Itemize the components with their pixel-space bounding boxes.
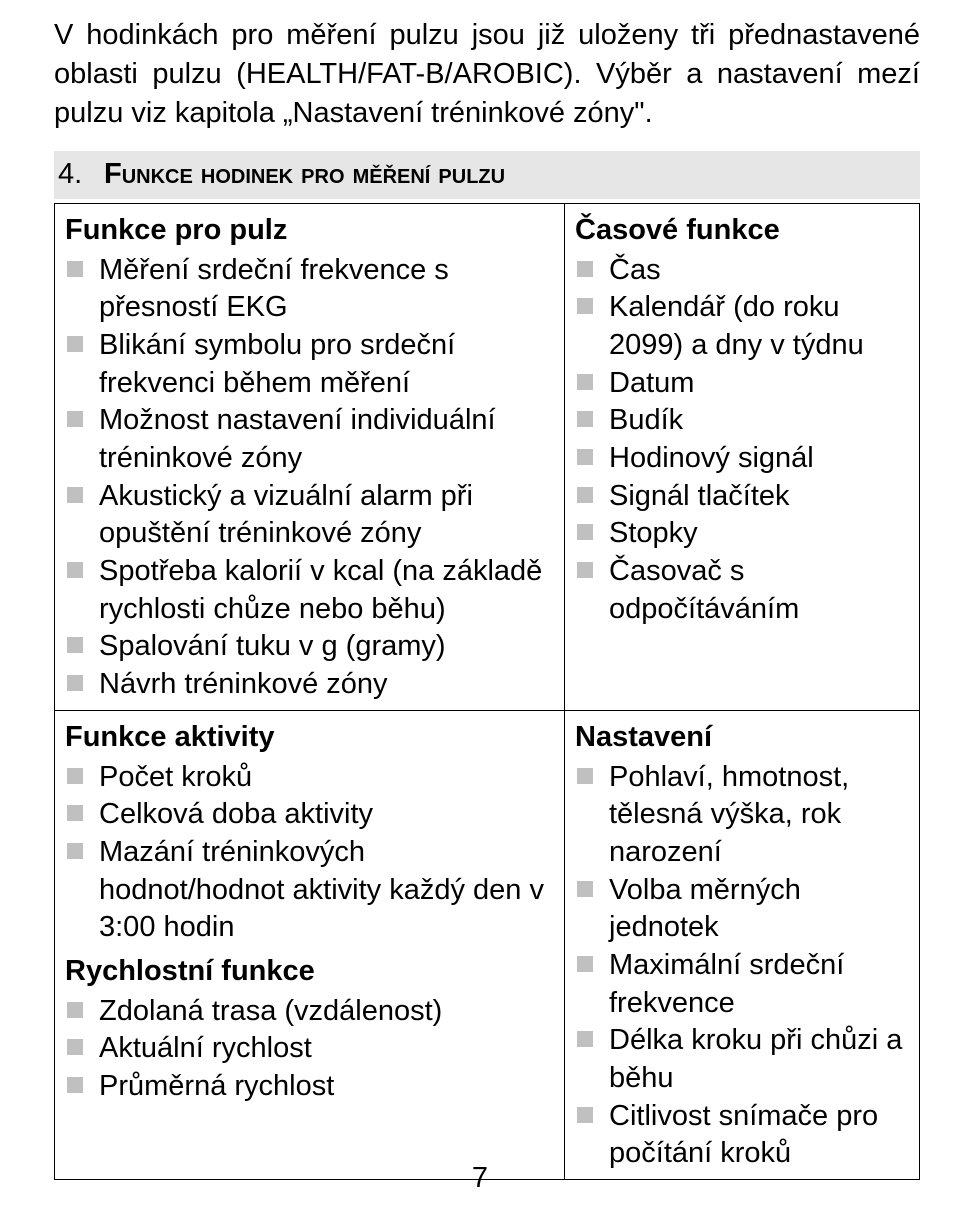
intro-paragraph: V hodinkách pro měření pulzu jsou již ul… bbox=[54, 16, 920, 133]
title-casove-funkce: Časové funkce bbox=[575, 212, 909, 250]
list-item: Zdolaná trasa (vzdálenost) bbox=[65, 993, 554, 1031]
cell-aktivity-rychlost: Funkce aktivity Počet kroků Celková doba… bbox=[55, 710, 565, 1179]
list-item: Hodinový signál bbox=[575, 440, 909, 478]
page-number: 7 bbox=[0, 1162, 960, 1195]
cell-casove-funkce: Časové funkce Čas Kalendář (do roku 2099… bbox=[565, 203, 920, 710]
list-item: Signál tlačítek bbox=[575, 478, 909, 516]
list-item: Celková doba aktivity bbox=[65, 796, 554, 834]
list-item: Návrh tréninkové zóny bbox=[65, 666, 554, 704]
list-funkce-aktivity: Počet kroků Celková doba aktivity Mazání… bbox=[65, 759, 554, 947]
section-number: 4. bbox=[54, 153, 104, 197]
list-item: Možnost nastavení individuální tréninkov… bbox=[65, 402, 554, 477]
list-item: Datum bbox=[575, 365, 909, 403]
list-item: Akustický a vizuální alarm při opuštění … bbox=[65, 478, 554, 553]
list-item: Aktuální rychlost bbox=[65, 1030, 554, 1068]
list-item: Stopky bbox=[575, 515, 909, 553]
title-funkce-aktivity: Funkce aktivity bbox=[65, 719, 554, 757]
list-item: Čas bbox=[575, 252, 909, 290]
list-item: Měření srdeční frekvence s přesností EKG bbox=[65, 252, 554, 327]
section-heading: 4.Funkce hodinek pro měření pulzu bbox=[54, 151, 920, 199]
list-item: Maximální srdeční frekvence bbox=[575, 947, 909, 1022]
list-item: Kalendář (do roku 2099) a dny v týdnu bbox=[575, 289, 909, 364]
list-casove-funkce: Čas Kalendář (do roku 2099) a dny v týdn… bbox=[575, 252, 909, 629]
list-item: Počet kroků bbox=[65, 759, 554, 797]
section-label: Funkce hodinek pro měření pulzu bbox=[104, 158, 505, 190]
list-nastaveni: Pohlaví, hmotnost, tělesná výška, rok na… bbox=[575, 759, 909, 1174]
list-item: Spalování tuku v g (gramy) bbox=[65, 628, 554, 666]
list-item: Pohlaví, hmotnost, tělesná výška, rok na… bbox=[575, 759, 909, 872]
cell-nastaveni: Nastavení Pohlaví, hmotnost, tělesná výš… bbox=[565, 710, 920, 1179]
features-table: Funkce pro pulz Měření srdeční frekvence… bbox=[54, 203, 920, 1180]
title-nastaveni: Nastavení bbox=[575, 719, 909, 757]
list-funkce-pulz: Měření srdeční frekvence s přesností EKG… bbox=[65, 252, 554, 704]
list-item: Mazání tréninkových hodnot/hodnot aktivi… bbox=[65, 834, 554, 947]
title-funkce-pulz: Funkce pro pulz bbox=[65, 212, 554, 250]
list-item: Spotřeba kalorií v kcal (na základě rych… bbox=[65, 553, 554, 628]
list-item: Časovač s odpočítáváním bbox=[575, 553, 909, 628]
list-item: Budík bbox=[575, 402, 909, 440]
list-item: Blikání symbolu pro srdeční frekvenci bě… bbox=[65, 327, 554, 402]
list-rychlostni-funkce: Zdolaná trasa (vzdálenost) Aktuální rych… bbox=[65, 993, 554, 1106]
list-item: Délka kroku při chůzi a běhu bbox=[575, 1022, 909, 1097]
cell-funkce-pulz: Funkce pro pulz Měření srdeční frekvence… bbox=[55, 203, 565, 710]
title-rychlostni-funkce: Rychlostní funkce bbox=[65, 953, 554, 991]
list-item: Volba měrných jednotek bbox=[575, 872, 909, 947]
list-item: Průměrná rychlost bbox=[65, 1068, 554, 1106]
